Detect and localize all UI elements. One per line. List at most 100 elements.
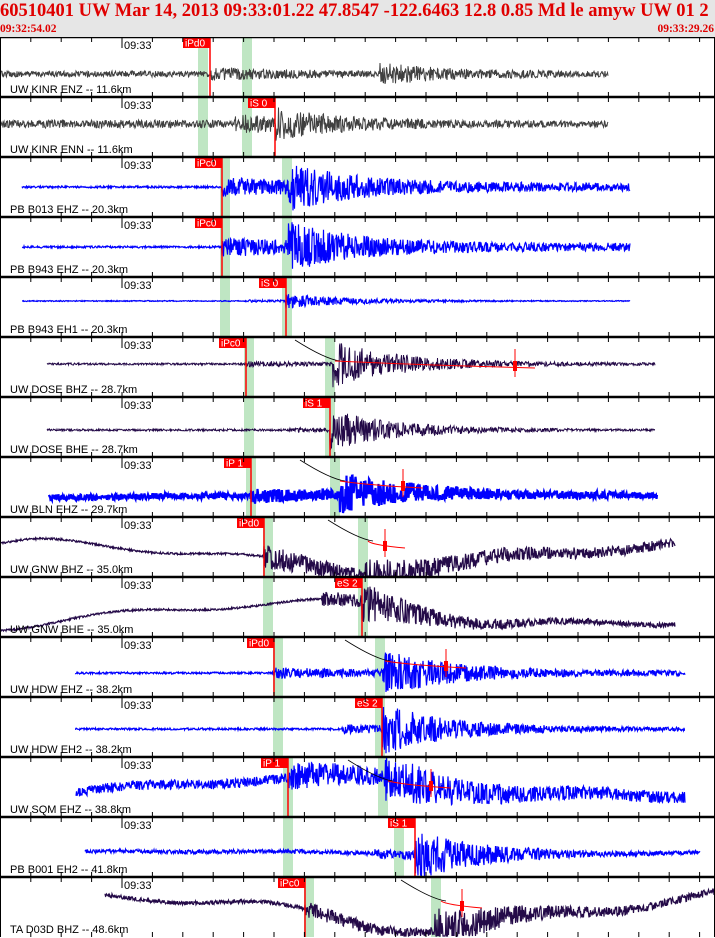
pick-label: iS 0: [261, 279, 279, 290]
minute-label: 09:33: [124, 340, 152, 352]
p-window: [283, 817, 293, 877]
waveform: [74, 652, 686, 693]
s-window: [375, 637, 385, 697]
pick-flag[interactable]: [224, 457, 251, 468]
waveform: [104, 887, 715, 938]
pick-flag[interactable]: [247, 637, 274, 648]
pick-flag[interactable]: [335, 577, 362, 588]
coda-fit: [387, 780, 452, 789]
station-label: PB B943 EH1 -- 20.3km: [10, 324, 127, 336]
pick-flag[interactable]: [355, 697, 382, 708]
waveform: [75, 757, 686, 807]
pick-flag[interactable]: [237, 517, 264, 528]
end-time: 09:33:29.26: [657, 23, 714, 35]
pick-label: iPc0: [221, 339, 241, 350]
station-label: UW GNW BHE -- 35.0km: [10, 624, 133, 636]
pick-flag[interactable]: [219, 337, 246, 348]
pick-label: iPc0: [280, 879, 300, 890]
trace-panel[interactable]: iPc0 09:33 UW DOSE BHZ -- 28.7km: [0, 335, 715, 397]
station-label: UW KINR ENN -- 11.6km: [10, 144, 133, 156]
s-window: [330, 457, 340, 517]
minute-label: 09:33: [124, 880, 152, 892]
coda-curve: [400, 879, 447, 902]
coda-marker-box: [444, 661, 448, 671]
trace-panel[interactable]: iS 1 09:33 PB B001 EH2 -- 41.8km: [0, 815, 715, 877]
p-window: [220, 217, 230, 277]
p-window: [198, 37, 208, 97]
s-window: [394, 817, 404, 877]
coda-marker-box: [383, 541, 387, 551]
station-label: UW GNW BHZ -- 35.0km: [10, 564, 133, 576]
coda-curve: [299, 459, 346, 482]
waveform: [0, 62, 609, 85]
station-label: TA D03D BHZ -- 48.6km: [10, 924, 128, 936]
station-label: UW DOSE BHZ -- 28.7km: [10, 384, 137, 396]
p-window: [263, 577, 273, 637]
station-label: PB B943 EHZ -- 20.3km: [10, 264, 128, 276]
trace-panel[interactable]: iPc0 09:33 PB B943 EHZ -- 20.3km: [0, 215, 715, 277]
trace-panel[interactable]: iPd0 09:33 UW GNW BHZ -- 35.0km: [0, 515, 715, 579]
start-time: 09:32:54.02: [0, 23, 57, 35]
trace-panel[interactable]: iS 1 09:33 UW DOSE BHE -- 28.7km: [0, 395, 715, 457]
s-window: [325, 337, 335, 397]
trace-panel[interactable]: eS 2 09:33 UW GNW BHE -- 35.0km: [0, 575, 715, 637]
station-label: UW HDW EHZ -- 38.2km: [10, 684, 132, 696]
pick-flag[interactable]: [278, 877, 305, 888]
s-window: [358, 517, 368, 577]
station-label: UW KINR ENZ -- 11.6km: [10, 84, 131, 96]
pick-flag[interactable]: [261, 757, 288, 768]
coda-fit: [339, 480, 424, 489]
pick-label: eS 2: [357, 699, 378, 710]
pick-flag[interactable]: [388, 817, 415, 828]
coda-marker-box: [460, 901, 464, 911]
s-window: [282, 277, 292, 337]
pick-label: iP 1: [263, 759, 280, 770]
pick-flag[interactable]: [248, 97, 275, 108]
minute-label: 09:33: [124, 460, 152, 472]
coda-fit: [384, 660, 467, 669]
minute-label: 09:33: [124, 220, 152, 232]
minute-label: 09:33: [124, 520, 152, 532]
waveform: [46, 343, 656, 388]
pick-label: iPd0: [185, 39, 205, 50]
minute-label: 09:33: [124, 820, 152, 832]
seismogram-panels: iPd0 09:33 UW KINR ENZ -- 11.6km iS 0 09:33 U…: [0, 37, 715, 938]
station-label: PB B001 EH2 -- 41.8km: [10, 864, 127, 876]
trace-panel[interactable]: iP 1 09:33 UW SQM EHZ -- 38.8km: [0, 755, 715, 817]
minute-label: 09:33: [124, 400, 152, 412]
trace-panel[interactable]: iP 1 09:33 UW BLN EHZ -- 29.7km: [0, 455, 715, 517]
trace-panel[interactable]: iPc0 09:33 TA D03D BHZ -- 48.6km: [0, 875, 715, 938]
minute-label: 09:33: [124, 580, 152, 592]
p-window: [198, 97, 208, 157]
coda-fit: [367, 540, 406, 549]
trace-panel[interactable]: iS 0 09:33 UW KINR ENN -- 11.6km: [0, 95, 715, 157]
pick-flag[interactable]: [195, 157, 222, 168]
trace-panel[interactable]: iPd0 09:33 UW HDW EHZ -- 38.2km: [0, 635, 715, 697]
waveform: [0, 586, 676, 633]
station-label: UW DOSE BHE -- 28.7km: [10, 444, 138, 456]
trace-panel[interactable]: iPd0 09:33 UW KINR ENZ -- 11.6km: [0, 37, 715, 97]
coda-fit: [334, 360, 536, 369]
trace-panel[interactable]: iS 0 09:33 PB B943 EH1 -- 20.3km: [0, 275, 715, 337]
coda-marker-box: [513, 361, 517, 371]
coda-curve: [347, 759, 394, 782]
waveform: [21, 165, 631, 211]
waveform: [0, 536, 676, 579]
p-window: [220, 157, 230, 217]
waveform: [84, 833, 701, 877]
coda-curve: [294, 339, 341, 362]
p-window: [273, 697, 283, 757]
coda-curve: [327, 519, 374, 542]
pick-flag[interactable]: [303, 397, 330, 408]
trace-panel[interactable]: iPc0 09:33 PB B013 EHZ -- 20.3km: [0, 155, 715, 217]
trace-panel[interactable]: eS 2 09:33 UW HDW EH2 -- 38.2km: [0, 695, 715, 757]
pick-flag[interactable]: [195, 217, 222, 228]
pick-flag[interactable]: [259, 277, 286, 288]
waveform: [47, 474, 659, 514]
minute-label: 09:33: [124, 640, 152, 652]
coda-marker-box: [429, 781, 433, 791]
waveform: [46, 413, 656, 452]
pick-flag[interactable]: [183, 37, 210, 48]
waveform: [22, 293, 631, 309]
s-window: [242, 37, 252, 97]
